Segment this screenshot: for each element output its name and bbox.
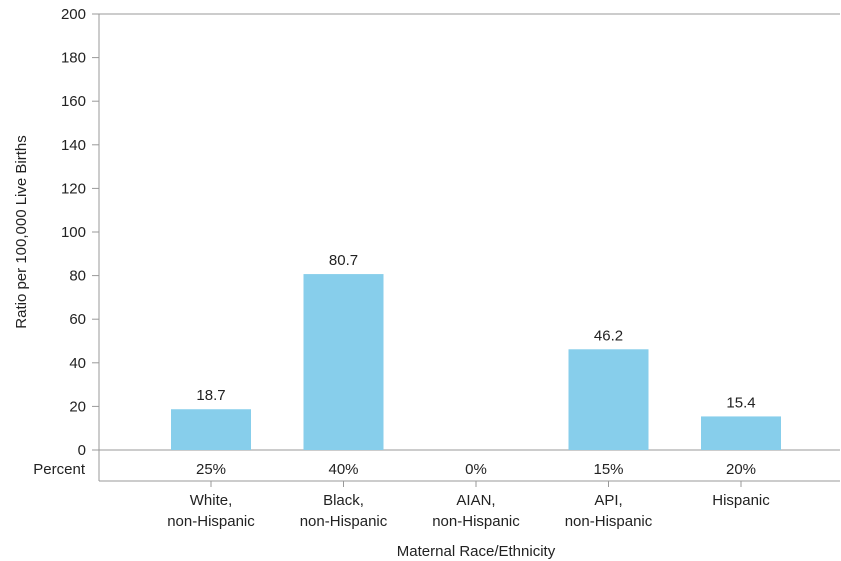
percent-value: 40% [328, 461, 358, 478]
category-label: White, [190, 492, 233, 509]
percent-value: 20% [726, 461, 756, 478]
y-axis: 0 20 40 60 80 100 120 140 160 180 200 [61, 6, 99, 459]
x-axis-title: Maternal Race/Ethnicity [397, 543, 556, 560]
category-label: non-Hispanic [300, 513, 388, 530]
category-label: Hispanic [712, 492, 770, 509]
bar [701, 416, 781, 450]
y-axis-title: Ratio per 100,000 Live Births [13, 135, 30, 328]
category-label: non-Hispanic [565, 513, 653, 530]
y-tick-label: 40 [69, 355, 86, 372]
y-tick-label: 140 [61, 137, 86, 154]
percent-value: 25% [196, 461, 226, 478]
y-tick-label: 60 [69, 311, 86, 328]
y-tick-label: 180 [61, 50, 86, 67]
category-label: AIAN, [456, 492, 495, 509]
data-label: 15.4 [726, 394, 755, 411]
category-label: non-Hispanic [432, 513, 520, 530]
x-axis: Percent 25% White, non-Hispanic 40% Black, non… [33, 461, 770, 530]
y-tick-label: 20 [69, 398, 86, 415]
bar [303, 274, 384, 450]
y-tick-label: 100 [61, 224, 86, 241]
bar [171, 409, 251, 450]
bar [568, 349, 649, 450]
data-label: 80.7 [329, 252, 358, 269]
category-label: API, [594, 492, 622, 509]
percent-value: 15% [593, 461, 623, 478]
data-label: 18.7 [196, 387, 225, 404]
y-tick-label: 200 [61, 6, 86, 23]
category-label: Black, [323, 492, 364, 509]
percent-row-label: Percent [33, 461, 86, 478]
data-label: 46.2 [594, 327, 623, 344]
category-label: non-Hispanic [167, 513, 255, 530]
y-tick-label: 80 [69, 268, 86, 285]
y-tick-label: 0 [78, 442, 86, 459]
y-tick-label: 120 [61, 180, 86, 197]
bars: 18.7 80.7 46.2 15.4 [171, 252, 781, 450]
percent-value: 0% [465, 461, 487, 478]
y-tick-label: 160 [61, 93, 86, 110]
